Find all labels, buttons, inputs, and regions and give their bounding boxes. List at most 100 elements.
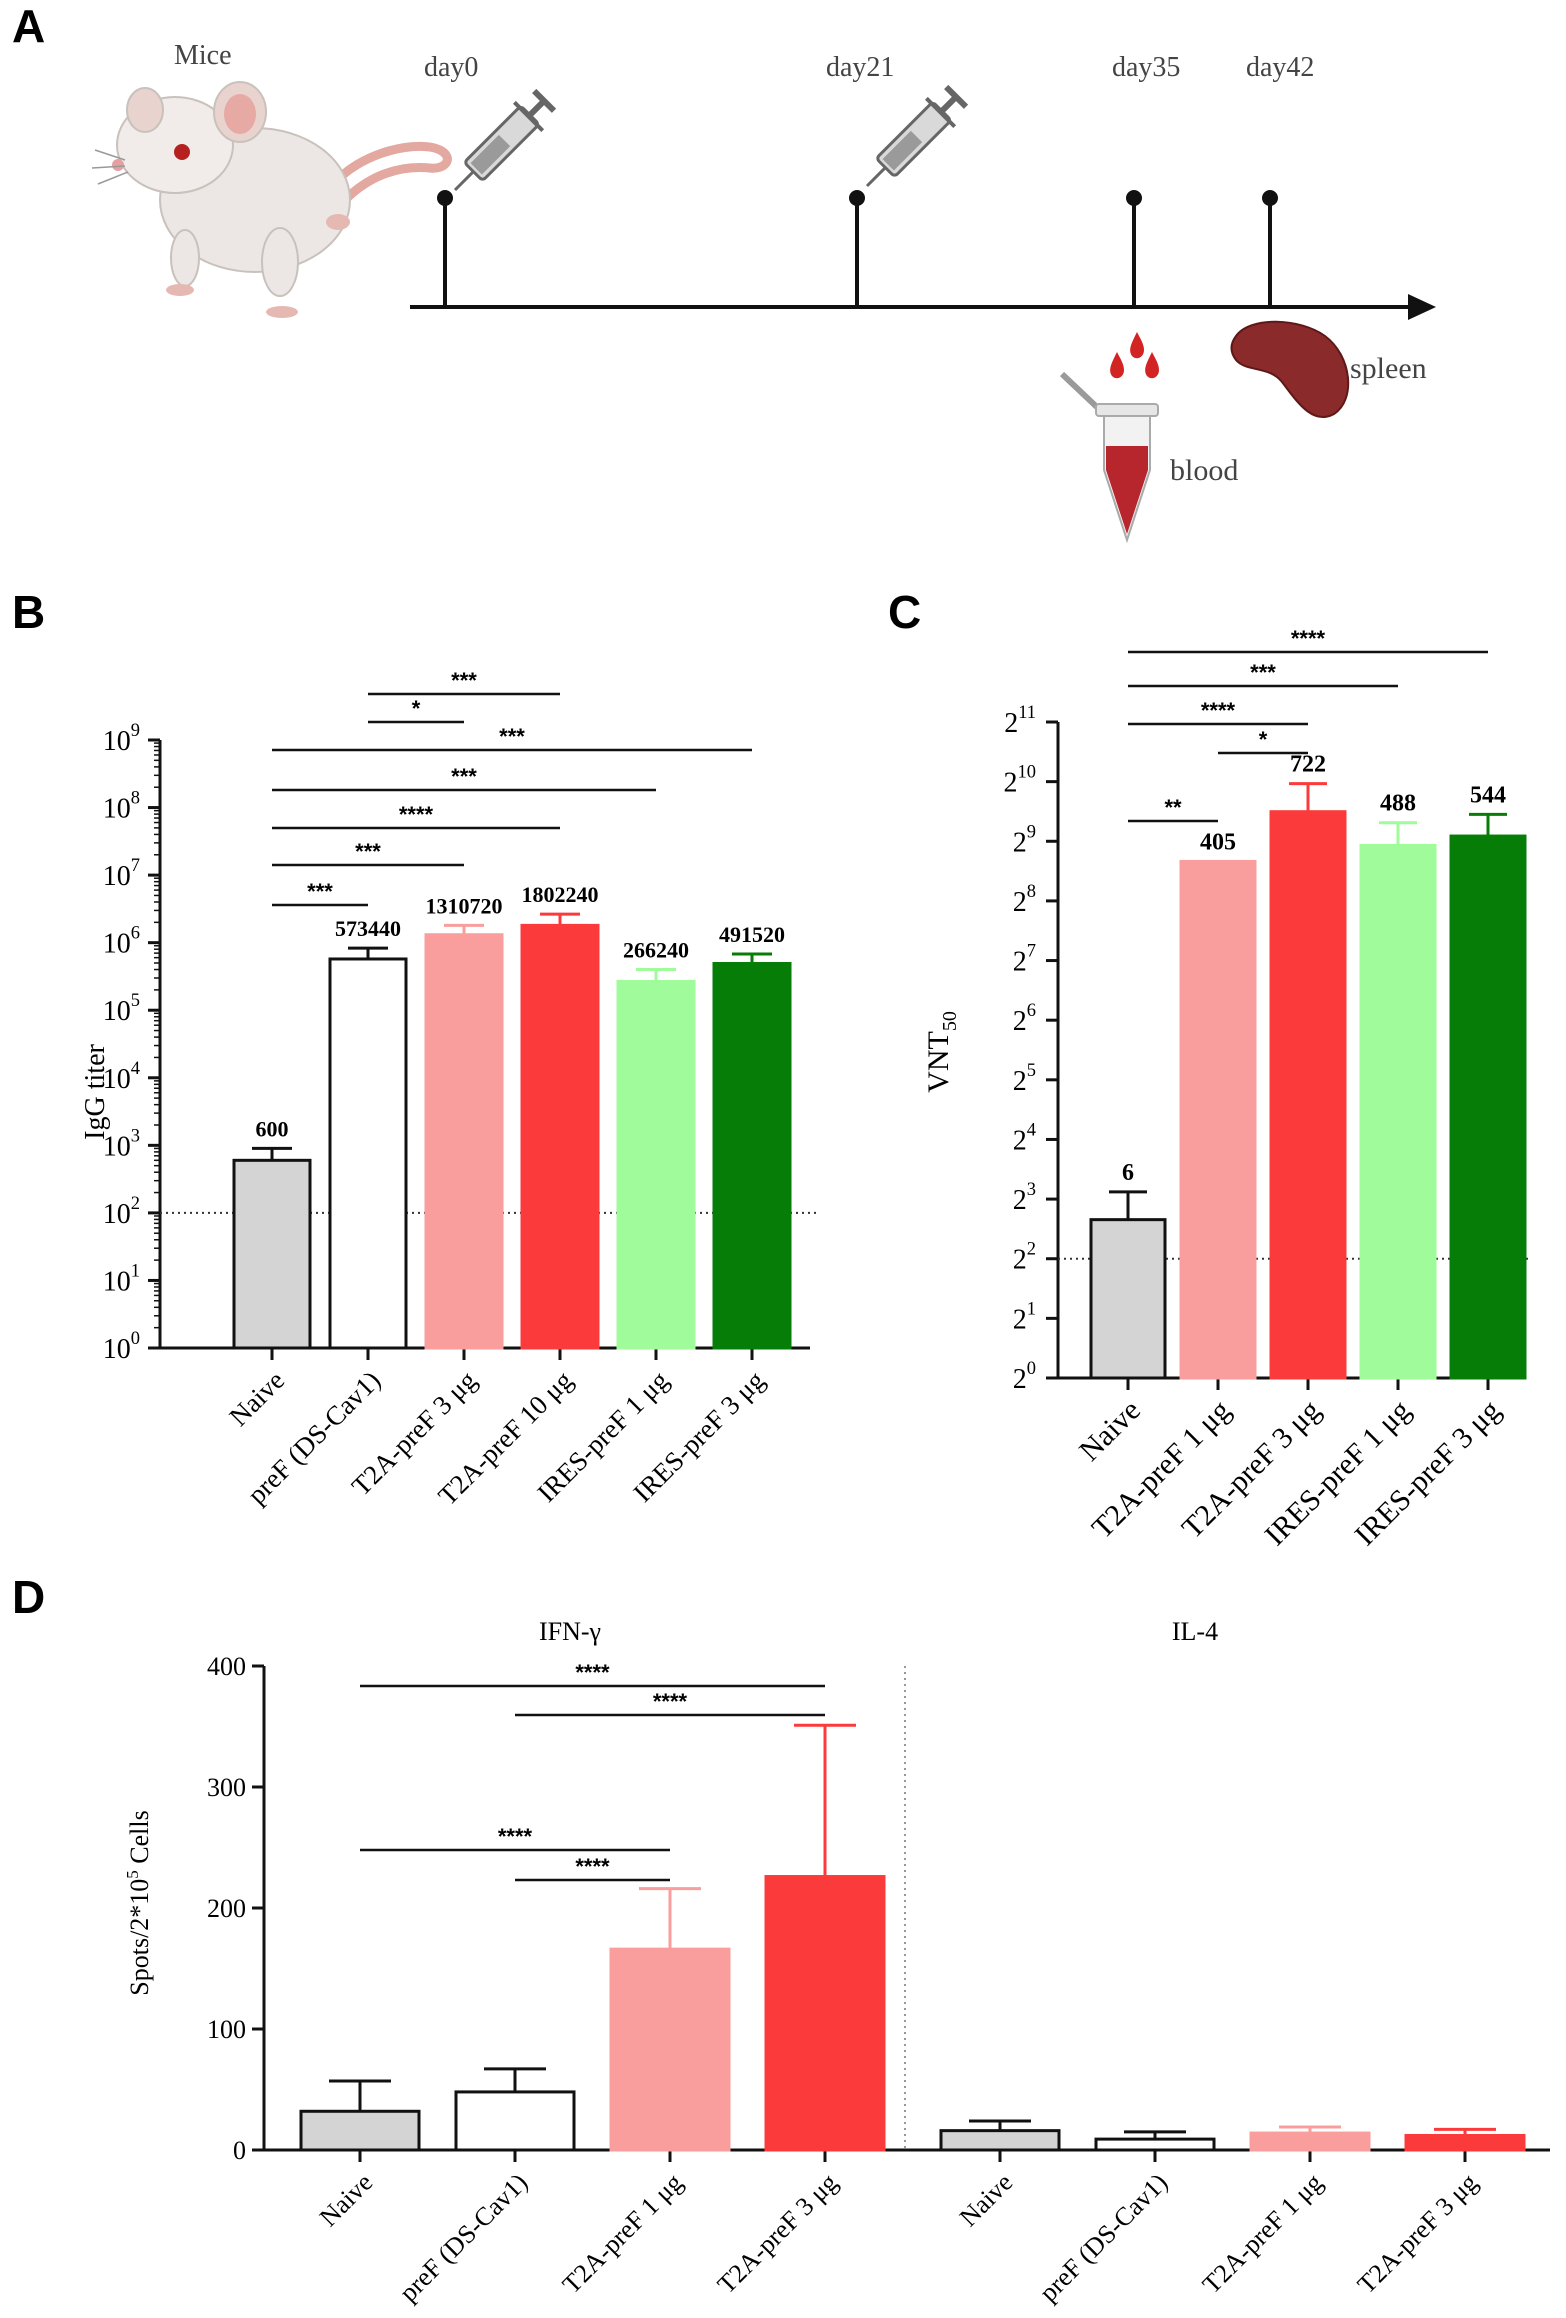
timepoint-day35: day35 <box>1112 52 1180 307</box>
x-category-label: Naive <box>954 2168 1018 2232</box>
significance-label: **** <box>575 1660 610 1685</box>
y-tick-label: 300 <box>207 1773 246 1802</box>
bar <box>1449 834 1527 1380</box>
chart-b-igg-titer: 100 101 102 103 104 105 106 107 108 109 600 573440… <box>80 668 820 1511</box>
bar <box>1089 1218 1167 1380</box>
panel-label-d: D <box>12 1571 45 1623</box>
panel-label-c: C <box>888 586 921 638</box>
timeline-arrowhead <box>1408 294 1436 320</box>
value-label: 491520 <box>719 922 785 947</box>
x-category-label: T2A-preF 1 μg <box>557 2168 688 2299</box>
bar <box>454 2090 576 2152</box>
bar <box>1404 2133 1526 2152</box>
blood-label: blood <box>1170 454 1238 487</box>
y-tick-label: 103 <box>103 1125 140 1162</box>
bar <box>1269 810 1347 1380</box>
chart-c-vnt50: 20 21 22 23 24 25 26 27 28 29 210 211 6 405 722 488 544… <box>922 626 1530 1552</box>
y-tick-label: 29 <box>1013 821 1036 858</box>
timepoint-day21: day21 <box>826 52 894 307</box>
bar <box>764 1875 886 2152</box>
value-label: 544 <box>1470 782 1506 808</box>
panel-label-a: A <box>12 0 45 52</box>
significance-label: *** <box>355 839 381 864</box>
y-tick-label: 100 <box>103 1328 140 1365</box>
mice-label: Mice <box>174 40 232 71</box>
day0-label: day0 <box>424 52 478 83</box>
x-category-label: Naive <box>314 2168 378 2232</box>
chart-b-ylabel: IgG titer <box>80 1044 111 1140</box>
spleen-label: spleen <box>1350 352 1427 385</box>
bar <box>616 979 696 1350</box>
significance-label: **** <box>575 1854 610 1879</box>
x-category-label: T2A-preF 3 μg <box>712 2168 843 2299</box>
significance-label: **** <box>1201 698 1236 723</box>
y-tick-label: 101 <box>103 1260 140 1297</box>
x-category-label: T2A-preF 1 μg <box>1197 2168 1328 2299</box>
syringe-icon <box>453 88 557 192</box>
timepoint-day0: day0 <box>424 52 478 307</box>
significance-label: **** <box>498 1824 533 1849</box>
significance-label: *** <box>307 879 333 904</box>
value-label: 1802240 <box>522 882 599 907</box>
group-label-il4: IL-4 <box>1172 1617 1218 1646</box>
chart-c-ylabel: VNT50 <box>922 1011 961 1093</box>
syringe-icon <box>865 84 969 188</box>
x-category-label: preF (DS-Cav1) <box>1034 2168 1173 2307</box>
significance-label: **** <box>1291 626 1326 651</box>
blood-tube-icon <box>1059 371 1159 544</box>
y-tick-label: 26 <box>1013 1000 1036 1037</box>
bar <box>939 2129 1061 2152</box>
spleen-icon <box>1230 320 1350 418</box>
mouse-icon <box>91 81 452 318</box>
y-tick-label: 102 <box>103 1193 140 1230</box>
significance-label: *** <box>451 668 477 693</box>
significance-label: * <box>412 696 421 721</box>
bar <box>424 933 504 1350</box>
bar <box>299 2109 421 2152</box>
value-label: 266240 <box>623 938 689 963</box>
chart-d-ylabel: Spots/2*105 Cells <box>123 1810 154 1995</box>
bar <box>609 1947 731 2152</box>
y-tick-label: 0 <box>233 2136 246 2165</box>
value-label: 722 <box>1290 752 1326 778</box>
group-label-ifn: IFN-γ <box>539 1617 601 1646</box>
bar <box>520 923 600 1350</box>
x-category-label: T2A-preF 3 μg <box>1352 2168 1483 2299</box>
significance-label: * <box>1259 727 1268 752</box>
bar <box>232 1158 312 1350</box>
significance-label: *** <box>1250 660 1276 685</box>
x-category-label: preF (DS-Cav1) <box>394 2168 533 2307</box>
bar <box>1359 843 1437 1380</box>
value-label: 1310720 <box>426 893 503 918</box>
bar <box>712 962 792 1350</box>
timepoint-day42: day42 <box>1246 52 1314 307</box>
day35-label: day35 <box>1112 52 1180 83</box>
significance-label: ** <box>1164 795 1182 820</box>
day21-label: day21 <box>826 52 894 83</box>
bar <box>1094 2137 1216 2152</box>
y-tick-label: 23 <box>1013 1179 1036 1216</box>
x-category-label: Naive <box>223 1365 290 1432</box>
y-tick-label: 20 <box>1013 1358 1036 1395</box>
y-tick-label: 106 <box>103 923 140 960</box>
bar <box>328 957 408 1350</box>
significance-label: *** <box>499 724 525 749</box>
significance-label: **** <box>653 1689 688 1714</box>
y-tick-label: 100 <box>207 2015 246 2044</box>
y-tick-label: 21 <box>1013 1298 1036 1335</box>
blood-drops-icon <box>1110 332 1159 379</box>
y-tick-label: 211 <box>1004 702 1036 739</box>
y-tick-label: 108 <box>103 788 140 825</box>
y-tick-label: 210 <box>1004 762 1036 799</box>
y-tick-label: 27 <box>1013 941 1036 978</box>
value-label: 488 <box>1380 791 1416 817</box>
value-label: 405 <box>1200 829 1236 855</box>
significance-label: *** <box>451 764 477 789</box>
y-tick-label: 400 <box>207 1652 246 1681</box>
y-tick-label: 25 <box>1013 1060 1036 1097</box>
value-label: 600 <box>256 1116 289 1141</box>
x-category-label: Naive <box>1073 1394 1147 1468</box>
y-tick-label: 22 <box>1013 1239 1036 1276</box>
